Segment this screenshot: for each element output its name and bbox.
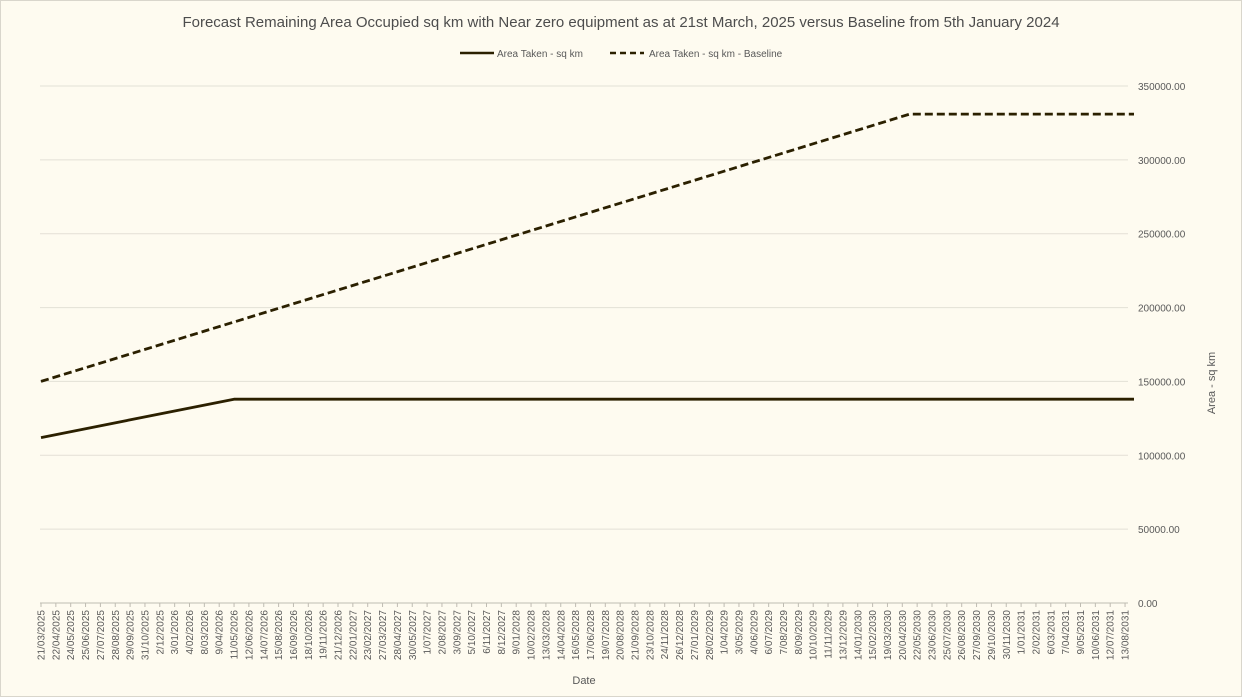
x-tick-label: 8/09/2029 — [794, 610, 805, 655]
x-tick-label: 4/02/2026 — [185, 610, 196, 655]
x-tick-label: 4/06/2029 — [749, 610, 760, 655]
y-tick-label: 100000.00 — [1138, 451, 1186, 462]
x-axis-title: Date — [572, 675, 595, 687]
x-tick-label: 28/08/2025 — [111, 610, 122, 660]
x-tick-label: 12/07/2031 — [1106, 610, 1117, 660]
x-tick-label: 22/05/2030 — [913, 610, 924, 660]
x-tick-label: 28/02/2029 — [705, 610, 716, 660]
x-tick-label: 3/01/2026 — [170, 610, 181, 655]
legend-label-area-taken: Area Taken - sq km — [497, 49, 583, 60]
x-tick-label: 21/12/2026 — [334, 610, 345, 660]
y-tick-label: 250000.00 — [1138, 230, 1186, 241]
x-tick-label: 30/05/2027 — [408, 610, 419, 660]
x-tick-label: 22/04/2025 — [51, 610, 62, 660]
y-tick-label: 50000.00 — [1138, 525, 1180, 536]
x-tick-label: 27/09/2030 — [972, 610, 983, 660]
x-tick-label: 29/09/2025 — [126, 610, 137, 660]
x-tick-label: 18/10/2026 — [304, 610, 315, 660]
x-tick-label: 11/11/2029 — [824, 610, 835, 659]
y-tick-label: 350000.00 — [1138, 82, 1186, 93]
legend-label-baseline: Area Taken - sq km - Baseline — [649, 49, 783, 60]
x-tick-label: 3/05/2029 — [734, 610, 745, 655]
x-tick-label: 8/03/2026 — [200, 610, 211, 655]
x-tick-label: 19/07/2028 — [601, 610, 612, 660]
series — [40, 112, 1134, 439]
x-tick-label: 9/01/2028 — [512, 610, 523, 655]
x-tick-label: 3/09/2027 — [452, 610, 463, 655]
x-tick-label: 1/01/2031 — [1017, 610, 1028, 655]
x-tick-label: 24/11/2028 — [660, 610, 671, 660]
x-tick-label: 14/01/2030 — [853, 610, 864, 660]
chart-title: Forecast Remaining Area Occupied sq km w… — [182, 14, 1059, 31]
x-tick-label: 26/12/2028 — [675, 610, 686, 660]
x-tick-label: 28/04/2027 — [393, 610, 404, 660]
x-tick-label: 26/08/2030 — [957, 610, 968, 660]
x-tick-label: 1/04/2029 — [720, 610, 731, 655]
x-tick-label: 10/02/2028 — [527, 610, 538, 660]
x-tick-label: 19/03/2030 — [883, 610, 894, 660]
y-tick-label: 300000.00 — [1138, 156, 1186, 167]
x-tick-label: 5/10/2027 — [467, 610, 478, 655]
x-tick-label: 13/03/2028 — [541, 610, 552, 660]
x-tick-label: 9/05/2031 — [1076, 610, 1087, 655]
x-tick-label: 31/10/2025 — [140, 610, 151, 660]
series-line-area-taken — [40, 397, 1134, 439]
x-tick-label: 20/04/2030 — [898, 610, 909, 660]
x-tick-label: 6/07/2029 — [764, 610, 775, 655]
x-tick-label: 19/11/2026 — [319, 610, 330, 660]
x-tick-label: 10/10/2029 — [809, 610, 820, 660]
x-tick-label: 2/02/2031 — [1031, 610, 1042, 655]
x-tick-label: 9/04/2026 — [215, 610, 226, 655]
x-tick-label: 17/06/2028 — [586, 610, 597, 660]
x-tick-label: 21/03/2025 — [37, 610, 48, 660]
x-tick-label: 24/05/2025 — [66, 610, 77, 660]
x-tick-label: 23/02/2027 — [363, 610, 374, 660]
x-tick-label: 6/11/2027 — [482, 610, 493, 654]
x-tick-label: 12/06/2026 — [244, 610, 255, 660]
x-tick-label: 14/04/2028 — [556, 610, 567, 660]
series-line-baseline — [40, 112, 1134, 383]
x-tick-label: 15/08/2026 — [274, 610, 285, 660]
x-tick-label: 16/05/2028 — [571, 610, 582, 660]
x-tick-label: 25/07/2030 — [942, 610, 953, 660]
x-tick-label: 2/12/2025 — [155, 610, 166, 655]
x-tick-label: 29/10/2030 — [987, 610, 998, 660]
x-tick-label: 1/07/2027 — [423, 610, 434, 655]
x-axis-ticks: 21/03/2025 22/04/2025 24/05/2025 25/06/2025… — [37, 603, 1132, 660]
x-tick-label: 13/12/2029 — [838, 610, 849, 660]
x-tick-label: 16/09/2026 — [289, 610, 300, 660]
x-tick-label: 14/07/2026 — [259, 610, 270, 660]
gridlines — [40, 85, 1128, 604]
x-tick-label: 10/06/2031 — [1091, 610, 1102, 660]
x-tick-label: 23/06/2030 — [928, 610, 939, 660]
x-tick-label: 15/02/2030 — [868, 610, 879, 660]
x-tick-label: 7/04/2031 — [1061, 610, 1072, 655]
y-axis-title: Area - sq km — [1206, 352, 1218, 414]
x-tick-label: 23/10/2028 — [645, 610, 656, 660]
x-tick-label: 20/08/2028 — [616, 610, 627, 660]
y-tick-label: 150000.00 — [1138, 377, 1186, 388]
x-tick-label: 21/09/2028 — [631, 610, 642, 660]
x-tick-label: 25/06/2025 — [81, 610, 92, 660]
x-tick-label: 22/01/2027 — [348, 610, 359, 660]
x-tick-label: 27/01/2029 — [690, 610, 701, 660]
x-tick-label: 13/08/2031 — [1121, 610, 1132, 660]
y-axis-ticks: 0.00 50000.00 100000.00 150000.00 200000.00 2… — [1138, 82, 1186, 610]
x-tick-label: 6/03/2031 — [1046, 610, 1057, 655]
y-tick-label: 0.00 — [1138, 599, 1158, 610]
x-tick-label: 30/11/2030 — [1002, 610, 1013, 660]
x-tick-label: 2/08/2027 — [437, 610, 448, 655]
x-tick-label: 8/12/2027 — [497, 610, 508, 655]
legend: Area Taken - sq km Area Taken - sq km - … — [460, 49, 783, 60]
x-tick-label: 7/08/2029 — [779, 610, 790, 655]
x-tick-label: 27/03/2027 — [378, 610, 389, 660]
x-tick-label: 11/05/2026 — [230, 610, 241, 660]
x-tick-label: 27/07/2025 — [96, 610, 107, 660]
y-tick-label: 200000.00 — [1138, 304, 1186, 315]
